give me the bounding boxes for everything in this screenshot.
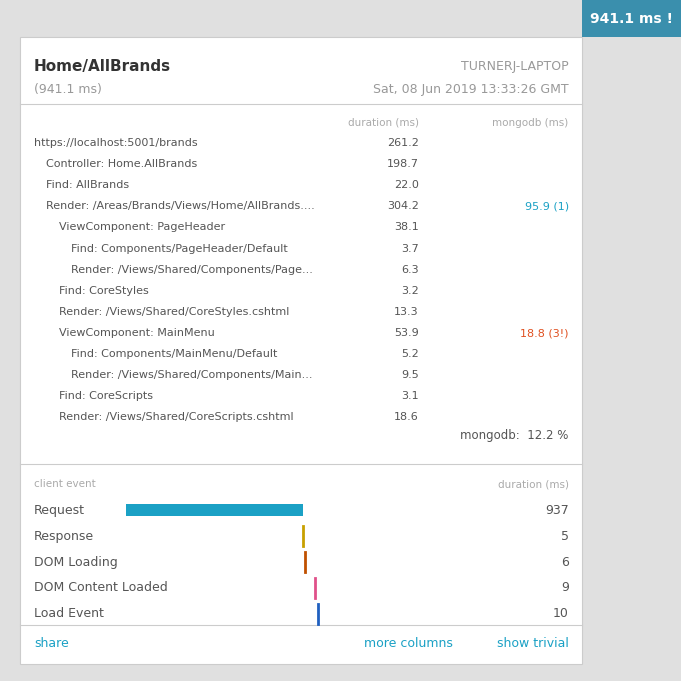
Text: 13.3: 13.3 — [394, 307, 419, 317]
Text: 9.5: 9.5 — [401, 370, 419, 380]
Text: ms: ms — [657, 11, 674, 20]
Text: Find: CoreStyles: Find: CoreStyles — [59, 286, 148, 296]
Text: Render: /Views/Shared/Components/Page...: Render: /Views/Shared/Components/Page... — [71, 265, 313, 274]
Text: Render: /Areas/Brands/Views/Home/AllBrands....: Render: /Areas/Brands/Views/Home/AllBran… — [46, 202, 315, 211]
Text: 9: 9 — [560, 582, 569, 595]
Text: mongodb:  12.2 %: mongodb: 12.2 % — [460, 429, 569, 442]
Text: 3.2: 3.2 — [401, 286, 419, 296]
FancyBboxPatch shape — [582, 0, 681, 37]
Text: 18.8 (3!): 18.8 (3!) — [520, 328, 569, 338]
Text: Response: Response — [34, 530, 94, 543]
Text: 3.7: 3.7 — [401, 244, 419, 253]
Text: DOM Loading: DOM Loading — [34, 556, 118, 569]
Text: Sat, 08 Jun 2019 13:33:26 GMT: Sat, 08 Jun 2019 13:33:26 GMT — [373, 83, 569, 97]
Text: 18.6: 18.6 — [394, 413, 419, 422]
Text: Request: Request — [34, 504, 85, 517]
Text: 941.1 ms !: 941.1 ms ! — [590, 12, 673, 26]
Text: 38.1: 38.1 — [394, 223, 419, 232]
Text: 53.9: 53.9 — [394, 328, 419, 338]
Text: Render: /Views/Shared/CoreScripts.cshtml: Render: /Views/Shared/CoreScripts.cshtml — [59, 413, 294, 422]
Text: Find: AllBrands: Find: AllBrands — [46, 180, 129, 190]
Text: 304.2: 304.2 — [387, 202, 419, 211]
Text: ViewComponent: PageHeader: ViewComponent: PageHeader — [59, 223, 225, 232]
Text: DOM Content Loaded: DOM Content Loaded — [34, 582, 168, 595]
Text: 10: 10 — [553, 607, 569, 620]
Text: TURNERJ-LAPTOP: TURNERJ-LAPTOP — [461, 60, 569, 74]
FancyBboxPatch shape — [20, 37, 582, 664]
Text: https://localhost:5001/brands: https://localhost:5001/brands — [34, 138, 197, 148]
Text: 6: 6 — [560, 556, 569, 569]
Text: mongodb (ms): mongodb (ms) — [492, 118, 569, 127]
Text: 5.2: 5.2 — [401, 349, 419, 359]
Text: duration (ms): duration (ms) — [348, 118, 419, 127]
Text: 6.3: 6.3 — [401, 265, 419, 274]
Text: Controller: Home.AllBrands: Controller: Home.AllBrands — [46, 159, 197, 169]
Text: duration (ms): duration (ms) — [498, 479, 569, 490]
Text: more columns: more columns — [364, 637, 453, 650]
Text: Load Event: Load Event — [34, 607, 104, 620]
FancyBboxPatch shape — [126, 504, 303, 516]
Text: share: share — [34, 637, 69, 650]
Text: show trivial: show trivial — [496, 637, 569, 650]
Text: ViewComponent: MainMenu: ViewComponent: MainMenu — [59, 328, 215, 338]
Text: 937: 937 — [545, 504, 569, 517]
Text: client event: client event — [34, 479, 96, 490]
Text: Find: Components/PageHeader/Default: Find: Components/PageHeader/Default — [71, 244, 287, 253]
Text: (941.1 ms): (941.1 ms) — [34, 83, 102, 97]
Text: 5: 5 — [560, 530, 569, 543]
Text: 211.8: 211.8 — [604, 7, 655, 25]
Text: 261.2: 261.2 — [387, 138, 419, 148]
Text: 22.0: 22.0 — [394, 180, 419, 190]
Text: Find: CoreScripts: Find: CoreScripts — [59, 392, 153, 401]
Text: 3.1: 3.1 — [401, 392, 419, 401]
Text: Render: /Views/Shared/CoreStyles.cshtml: Render: /Views/Shared/CoreStyles.cshtml — [59, 307, 289, 317]
Text: Render: /Views/Shared/Components/Main...: Render: /Views/Shared/Components/Main... — [71, 370, 313, 380]
Text: Home/AllBrands: Home/AllBrands — [34, 59, 171, 74]
Text: 198.7: 198.7 — [387, 159, 419, 169]
Text: Find: Components/MainMenu/Default: Find: Components/MainMenu/Default — [71, 349, 277, 359]
Text: 95.9 (1): 95.9 (1) — [524, 202, 569, 211]
